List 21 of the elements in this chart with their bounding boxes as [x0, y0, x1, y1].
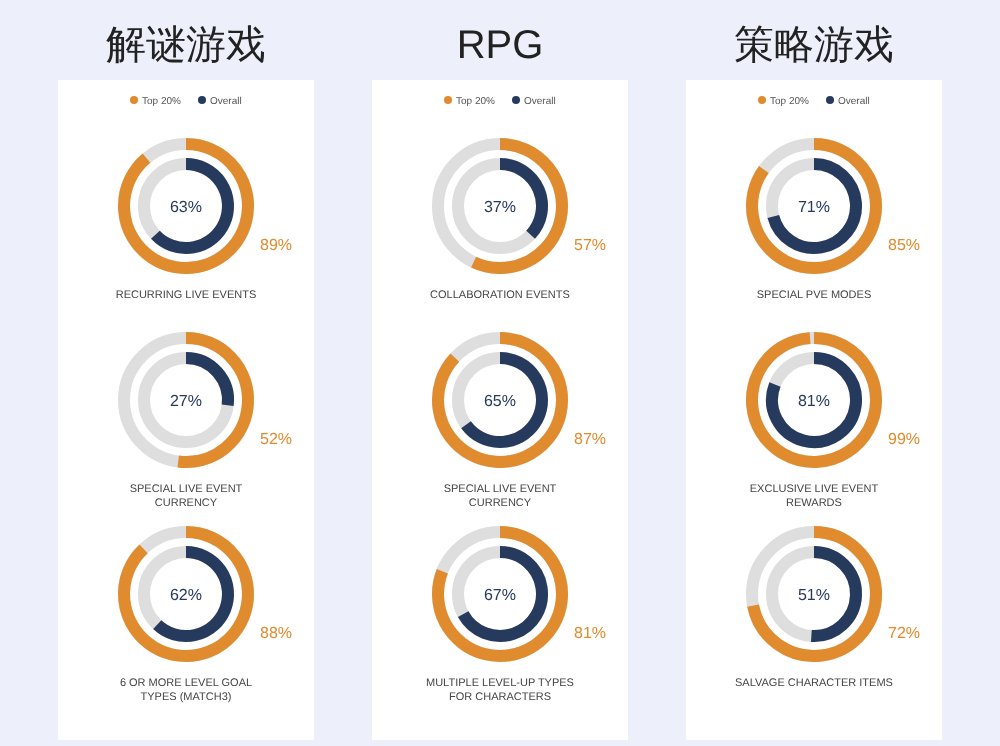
data-label: 52% — [260, 430, 293, 448]
data-label: 62% — [169, 586, 203, 604]
data-label: 57% — [574, 236, 607, 254]
data-label: 37% — [483, 198, 517, 216]
data-label: 51% — [797, 586, 831, 604]
data-label: 27% — [169, 392, 203, 410]
text: RPG — [456, 24, 544, 68]
text: 策略游戏 — [734, 24, 894, 68]
data-label: 85% — [888, 236, 921, 254]
data-label: 89% — [260, 236, 293, 254]
text: 解谜游戏 — [106, 24, 266, 68]
data-label: 87% — [574, 430, 607, 448]
data-label: 65% — [483, 392, 517, 410]
data-label: 71% — [797, 198, 831, 216]
data-label: 63% — [169, 198, 203, 216]
data-label: 88% — [260, 624, 293, 642]
data-label: 67% — [483, 586, 517, 604]
data-label: 72% — [888, 624, 921, 642]
data-label: 99% — [888, 430, 921, 448]
data-label: 81% — [574, 624, 607, 642]
data-label: 81% — [797, 392, 831, 410]
